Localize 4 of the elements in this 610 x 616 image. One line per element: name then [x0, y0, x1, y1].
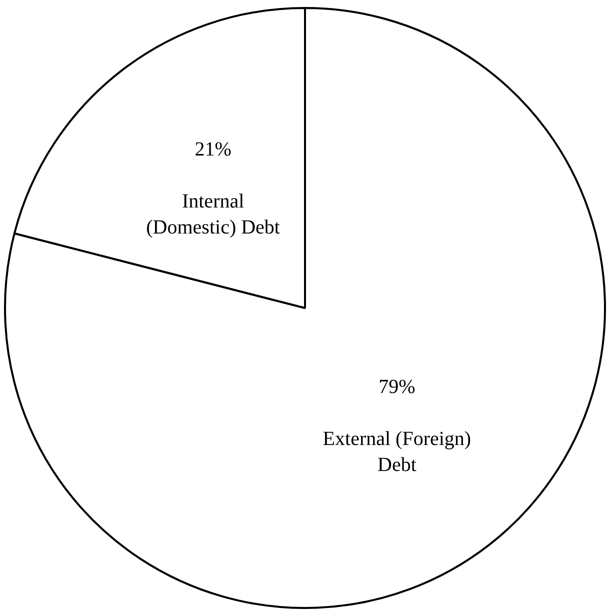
- data-label: 21%: [194, 138, 232, 161]
- slice-label: External (Foreign) Debt: [322, 428, 472, 476]
- data-label: 79%: [378, 376, 416, 398]
- slice-label: Internal (Domestic) Debt: [146, 190, 280, 239]
